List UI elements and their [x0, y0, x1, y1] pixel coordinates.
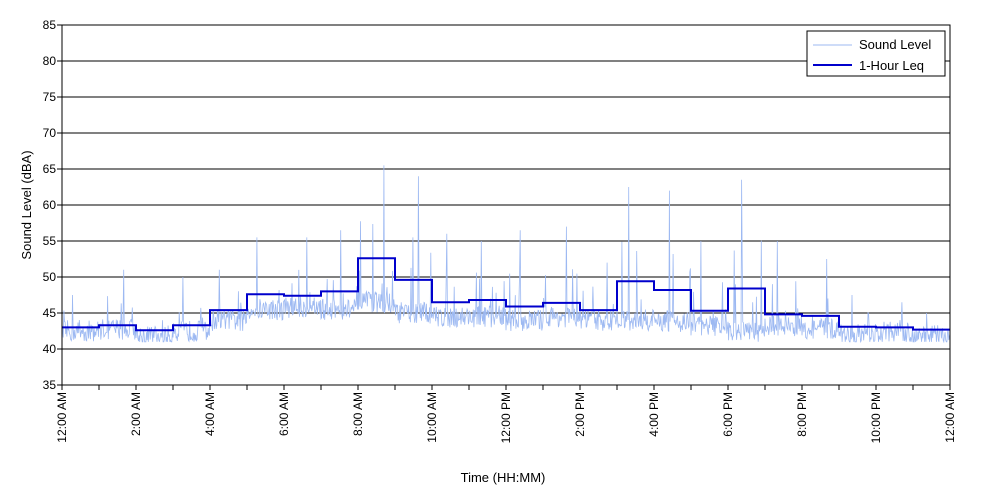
- y-tick-label: 85: [43, 18, 57, 32]
- x-tick-label: 10:00 AM: [425, 392, 439, 443]
- x-tick-label: 4:00 PM: [647, 392, 661, 437]
- y-axis-title: Sound Level (dBA): [19, 150, 34, 259]
- y-tick-label: 40: [43, 342, 57, 356]
- x-tick-label: 4:00 AM: [203, 392, 217, 436]
- x-tick-label: 2:00 AM: [129, 392, 143, 436]
- y-axis-ticks: 35 40 45 50 55 60 65 70 75 80 85: [43, 18, 62, 392]
- y-tick-label: 50: [43, 270, 57, 284]
- x-tick-label: 6:00 AM: [277, 392, 291, 436]
- legend-box: [806, 30, 946, 77]
- y-tick-label: 65: [43, 162, 57, 176]
- hourly-leq-series: [62, 257, 950, 332]
- legend-label-1-hour-leq: 1-Hour Leq: [859, 58, 924, 73]
- y-tick-label: 35: [43, 378, 57, 392]
- legend-label-sound-level: Sound Level: [859, 37, 931, 52]
- x-tick-label: 10:00 PM: [869, 392, 883, 443]
- y-tick-label: 55: [43, 234, 57, 248]
- x-tick-label: 2:00 PM: [573, 392, 587, 437]
- x-tick-label: 12:00 AM: [55, 392, 69, 443]
- x-tick-label: 12:00 AM: [943, 392, 957, 443]
- y-tick-label: 60: [43, 198, 57, 212]
- y-tick-label: 80: [43, 54, 57, 68]
- y-tick-label: 75: [43, 90, 57, 104]
- x-axis-title: Time (HH:MM): [461, 470, 546, 485]
- x-tick-label: 8:00 PM: [795, 392, 809, 437]
- y-tick-label: 70: [43, 126, 57, 140]
- x-tick-label: 6:00 PM: [721, 392, 735, 437]
- y-tick-label: 45: [43, 306, 57, 320]
- x-tick-label: 8:00 AM: [351, 392, 365, 436]
- gridlines: [62, 60, 950, 350]
- leq-step-line: [62, 257, 950, 332]
- legend: Sound Level 1-Hour Leq: [806, 30, 946, 77]
- x-tick-label: 12:00 PM: [499, 392, 513, 443]
- x-axis-ticks: 12:00 AM 2:00 AM 4:00 AM 6:00 AM 8:00 AM 10:0…: [55, 385, 957, 443]
